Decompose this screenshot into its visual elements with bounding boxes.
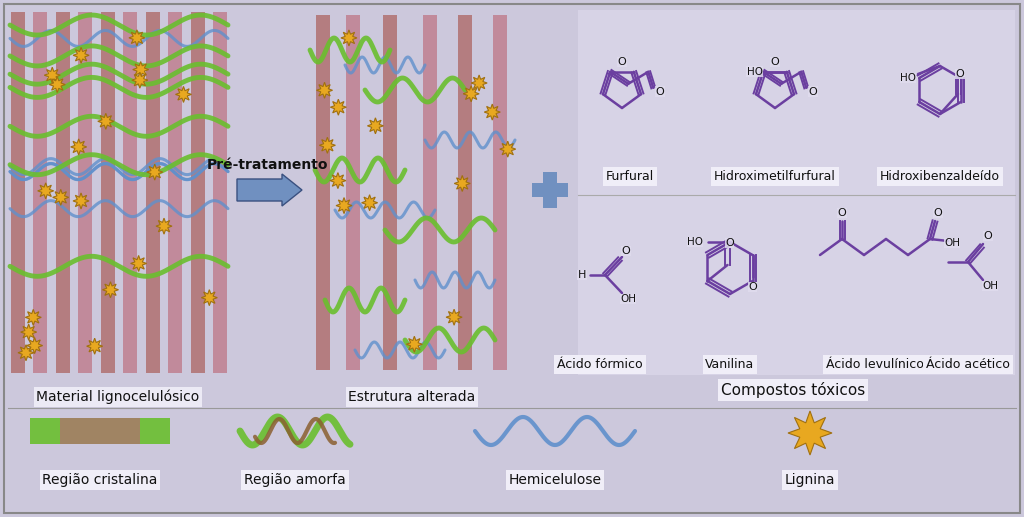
Polygon shape — [788, 411, 831, 455]
Bar — [34, 12, 47, 373]
Polygon shape — [500, 141, 516, 157]
Polygon shape — [133, 62, 148, 78]
Polygon shape — [38, 183, 53, 199]
Text: Região cristalina: Região cristalina — [42, 473, 158, 487]
Text: O: O — [725, 238, 734, 248]
Text: O: O — [984, 231, 992, 241]
Text: Hemicelulose: Hemicelulose — [509, 473, 601, 487]
Polygon shape — [27, 338, 43, 354]
Polygon shape — [316, 82, 333, 98]
Polygon shape — [156, 218, 172, 234]
Text: O: O — [655, 87, 665, 97]
Text: OH: OH — [982, 281, 998, 291]
Text: O: O — [749, 282, 757, 292]
Bar — [78, 12, 92, 373]
Bar — [543, 172, 557, 208]
Text: H: H — [578, 270, 586, 280]
Text: O: O — [934, 208, 942, 218]
Polygon shape — [132, 72, 147, 88]
Text: O: O — [955, 69, 965, 79]
Polygon shape — [44, 67, 60, 83]
Bar — [190, 12, 205, 373]
Bar — [60, 418, 140, 444]
Polygon shape — [49, 77, 66, 93]
Text: O: O — [771, 57, 779, 67]
Bar — [532, 183, 568, 197]
Polygon shape — [361, 195, 378, 211]
Text: Ácido fórmico: Ácido fórmico — [557, 358, 643, 371]
Text: Hidroximetilfurfural: Hidroximetilfurfural — [714, 170, 836, 183]
Bar — [423, 15, 437, 370]
Polygon shape — [336, 197, 352, 214]
Text: HO: HO — [746, 67, 763, 77]
Bar — [145, 12, 160, 373]
Polygon shape — [319, 138, 336, 153]
Polygon shape — [102, 282, 119, 298]
Text: Compostos tóxicos: Compostos tóxicos — [721, 382, 865, 398]
Polygon shape — [463, 86, 479, 102]
Text: Furfural: Furfural — [606, 170, 654, 183]
Text: HO: HO — [687, 237, 703, 247]
Bar — [56, 12, 70, 373]
Text: Lignina: Lignina — [784, 473, 836, 487]
Polygon shape — [331, 99, 346, 115]
Bar — [213, 12, 227, 373]
Text: O: O — [838, 208, 847, 218]
Polygon shape — [407, 336, 422, 352]
Polygon shape — [471, 75, 487, 91]
Bar — [316, 15, 330, 370]
Polygon shape — [20, 324, 37, 340]
Text: Estrutura alterada: Estrutura alterada — [348, 390, 475, 404]
Polygon shape — [175, 86, 191, 102]
Text: Hidroxibenzaldeído: Hidroxibenzaldeído — [880, 170, 1000, 183]
Bar — [100, 12, 115, 373]
Text: OH: OH — [944, 238, 961, 248]
Text: O: O — [617, 57, 627, 67]
Polygon shape — [73, 193, 89, 209]
Polygon shape — [73, 48, 89, 63]
Polygon shape — [18, 345, 34, 361]
Bar — [168, 12, 182, 373]
Bar — [458, 15, 472, 370]
Text: Ácido acético: Ácido acético — [926, 358, 1010, 371]
Polygon shape — [131, 255, 146, 271]
FancyArrow shape — [237, 174, 302, 206]
Text: HO: HO — [900, 73, 916, 83]
Polygon shape — [71, 139, 87, 155]
Polygon shape — [368, 118, 383, 134]
Text: Ácido levulínico: Ácido levulínico — [826, 358, 924, 371]
Polygon shape — [98, 113, 114, 129]
Bar — [11, 12, 25, 373]
Polygon shape — [202, 290, 217, 306]
Polygon shape — [53, 189, 69, 205]
Polygon shape — [87, 338, 102, 354]
Bar — [493, 15, 507, 370]
Text: O: O — [622, 246, 631, 256]
Polygon shape — [484, 104, 501, 120]
Bar — [30, 418, 170, 444]
Polygon shape — [330, 173, 346, 189]
Bar — [123, 12, 137, 373]
Text: Região amorfa: Região amorfa — [244, 473, 346, 487]
Polygon shape — [146, 164, 163, 180]
Text: Vanilina: Vanilina — [706, 358, 755, 371]
Polygon shape — [446, 309, 462, 325]
Text: Pré-tratamento: Pré-tratamento — [207, 158, 329, 172]
Polygon shape — [26, 309, 41, 325]
Bar — [578, 10, 1015, 375]
Polygon shape — [129, 30, 145, 46]
Text: O: O — [809, 87, 817, 97]
Polygon shape — [455, 175, 470, 191]
Bar — [346, 15, 360, 370]
Bar — [383, 15, 397, 370]
Text: OH: OH — [620, 294, 636, 304]
Text: Material lignocelulósico: Material lignocelulósico — [37, 390, 200, 404]
Polygon shape — [341, 30, 357, 46]
